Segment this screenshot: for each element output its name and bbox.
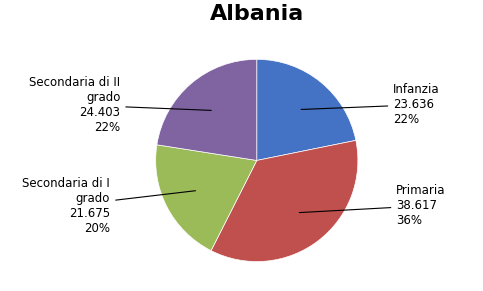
Text: Secondaria di I
grado
21.675
20%: Secondaria di I grado 21.675 20% [22, 177, 196, 235]
Wedge shape [211, 140, 358, 262]
Wedge shape [156, 145, 257, 251]
Title: Albania: Albania [210, 4, 304, 24]
Text: Primaria
38.617
36%: Primaria 38.617 36% [299, 184, 446, 228]
Wedge shape [257, 59, 356, 160]
Text: Secondaria di II
grado
24.403
22%: Secondaria di II grado 24.403 22% [29, 76, 211, 134]
Wedge shape [157, 59, 257, 160]
Text: Infanzia
23.636
22%: Infanzia 23.636 22% [301, 83, 440, 126]
